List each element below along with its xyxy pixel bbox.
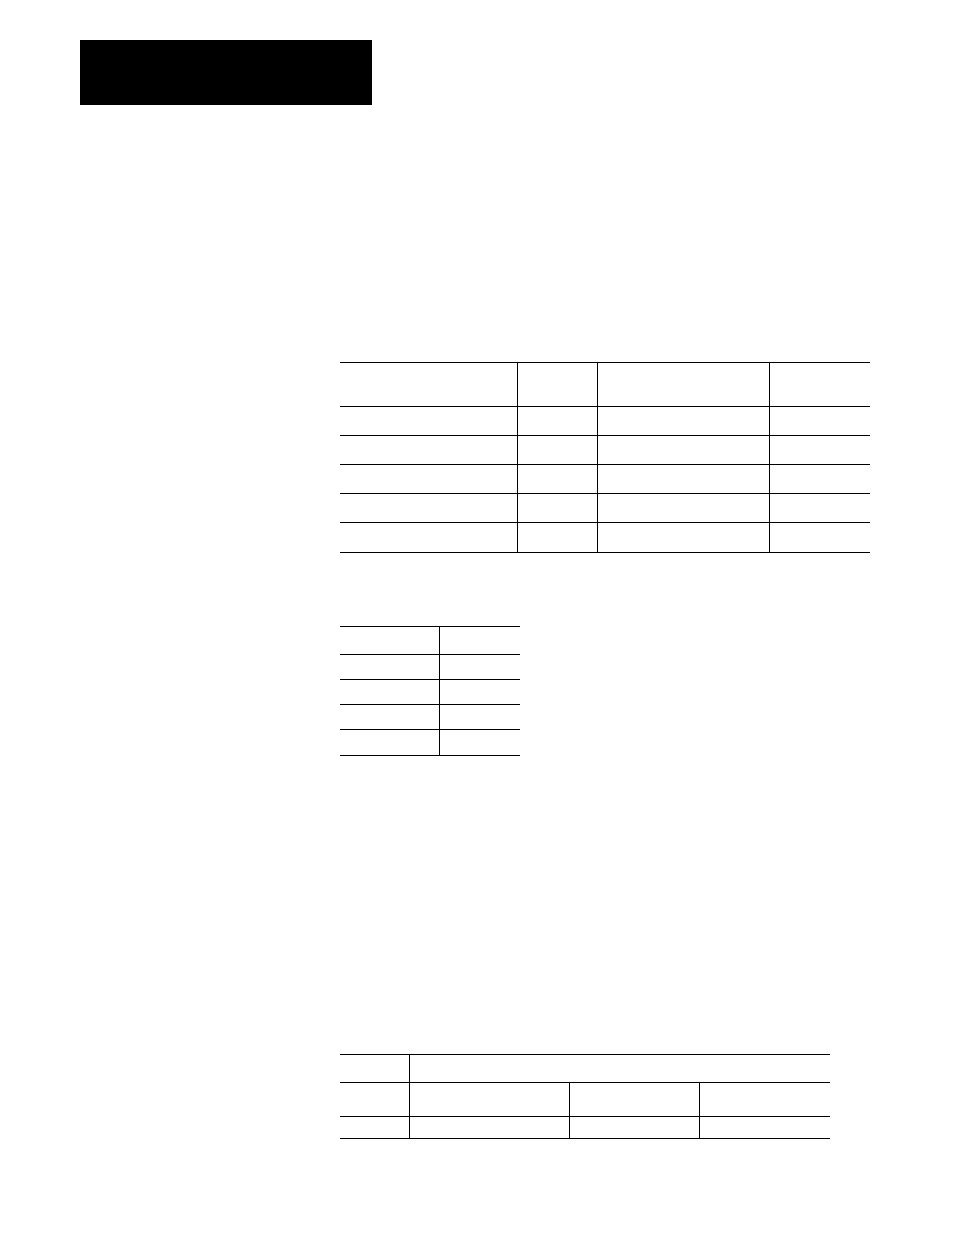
table-cell <box>440 655 520 679</box>
table-cell <box>598 494 770 522</box>
table-3 <box>340 1054 830 1139</box>
table-cell <box>340 1083 410 1116</box>
table-row <box>340 407 870 436</box>
table-cell <box>440 705 520 729</box>
table-cell <box>518 436 598 464</box>
table-row <box>340 465 870 494</box>
table-cell <box>518 523 598 552</box>
table-cell <box>770 363 870 406</box>
table-cell <box>340 363 518 406</box>
table-cell <box>340 1055 410 1082</box>
table-cell <box>340 523 518 552</box>
table-1 <box>340 362 870 553</box>
table-cell <box>440 730 520 755</box>
table-cell <box>570 1117 700 1138</box>
table-cell <box>770 465 870 493</box>
table-cell <box>440 680 520 704</box>
table-cell <box>770 407 870 435</box>
table-row <box>340 627 520 655</box>
table-row <box>340 1055 830 1083</box>
table-cell <box>440 627 520 654</box>
table-row <box>340 1083 830 1117</box>
table-cell <box>340 407 518 435</box>
table-row <box>340 705 520 730</box>
table-cell <box>518 363 598 406</box>
table-cell <box>598 407 770 435</box>
table-row <box>340 523 870 552</box>
table-2 <box>340 626 520 756</box>
table-cell <box>410 1117 570 1138</box>
table-cell <box>770 523 870 552</box>
table-cell <box>570 1083 700 1116</box>
table-row <box>340 363 870 407</box>
table-cell <box>598 436 770 464</box>
table-cell <box>770 494 870 522</box>
table-row <box>340 680 520 705</box>
table-cell <box>410 1055 830 1082</box>
table-cell <box>700 1083 830 1116</box>
table-cell <box>340 465 518 493</box>
table-cell <box>340 436 518 464</box>
page <box>0 0 954 1235</box>
table-row <box>340 436 870 465</box>
table-cell <box>410 1083 570 1116</box>
table-cell <box>340 1117 410 1138</box>
table-row <box>340 1117 830 1139</box>
table-cell <box>340 705 440 729</box>
table-cell <box>340 627 440 654</box>
table-cell <box>598 465 770 493</box>
table-cell <box>340 730 440 755</box>
table-cell <box>340 680 440 704</box>
table-cell <box>518 494 598 522</box>
table-cell <box>700 1117 830 1138</box>
table-row <box>340 655 520 680</box>
table-cell <box>770 436 870 464</box>
table-row <box>340 494 870 523</box>
header-black-rectangle <box>80 40 372 105</box>
table-cell <box>598 363 770 406</box>
table-cell <box>340 655 440 679</box>
table-cell <box>598 523 770 552</box>
table-row <box>340 730 520 755</box>
table-cell <box>340 494 518 522</box>
table-cell <box>518 465 598 493</box>
table-cell <box>518 407 598 435</box>
